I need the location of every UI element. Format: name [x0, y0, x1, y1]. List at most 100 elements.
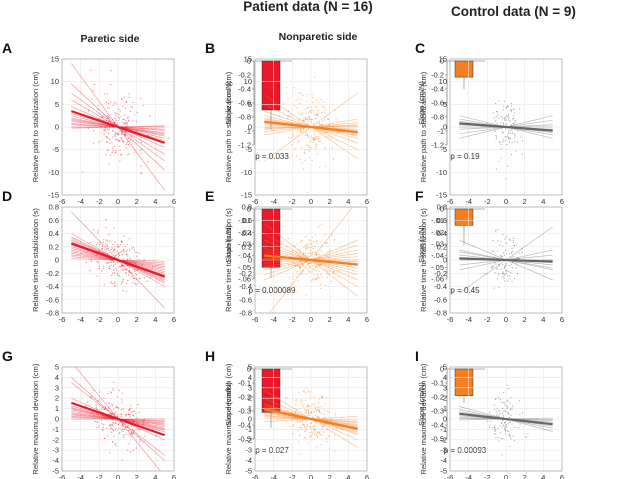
data-point [493, 262, 496, 264]
data-point [103, 93, 105, 95]
bar-y-tick-label: -.05 [431, 263, 444, 272]
x-tick-label: 2 [328, 473, 332, 479]
panel-F: F-6 -4 -2 0 2 4 6-0.8-0.6-0.4-0.200.20.40.60.8… [415, 188, 564, 324]
data-point [316, 116, 319, 118]
data-point [511, 423, 513, 425]
data-point [116, 124, 118, 126]
data-point [317, 401, 320, 404]
plot-frame [254, 366, 368, 472]
data-point [323, 111, 325, 113]
data-point [313, 277, 316, 280]
data-point [122, 408, 124, 410]
data-point [132, 411, 134, 413]
data-point [301, 272, 303, 275]
data-point [506, 264, 508, 266]
y-tick-label: -0.8 [434, 309, 447, 318]
data-point [500, 240, 502, 243]
data-point [103, 120, 105, 122]
data-point [133, 151, 135, 153]
y-tick-label: 0.4 [49, 229, 59, 238]
data-point [321, 245, 323, 247]
data-point [324, 119, 326, 121]
data-point [322, 129, 324, 131]
data-point [98, 249, 100, 251]
data-point [128, 267, 131, 269]
data-point [334, 238, 336, 241]
data-point [313, 241, 315, 243]
y-tick-label: 10 [244, 77, 252, 86]
data-point [506, 136, 508, 138]
data-point [114, 117, 116, 119]
data-point [116, 273, 118, 275]
data-point [507, 136, 510, 139]
data-point [307, 391, 310, 393]
data-point [332, 125, 334, 127]
data-point [307, 426, 309, 428]
data-point [298, 426, 300, 428]
data-point [120, 429, 122, 431]
data-point [96, 275, 98, 277]
data-point [320, 223, 323, 225]
data-point [309, 266, 311, 268]
data-point [505, 119, 507, 121]
x-tick-label: -6 [252, 315, 259, 324]
y-tick-label: 0.4 [437, 229, 447, 238]
data-point [303, 423, 305, 426]
data-point [301, 424, 303, 426]
data-point [316, 153, 318, 155]
data-point [122, 430, 124, 432]
bar-y-tick-label: 0 [440, 365, 444, 374]
y-tick-label: -4 [52, 456, 59, 465]
data-point [122, 425, 124, 428]
data-point [492, 112, 494, 114]
bar-y-tick-label: -0.4 [238, 421, 251, 430]
y-tick-label: -1 [245, 425, 252, 434]
data-point [116, 133, 119, 135]
data-point [110, 281, 113, 283]
data-point [313, 258, 315, 260]
data-point [302, 406, 305, 408]
data-point [502, 245, 504, 247]
data-point [120, 409, 122, 411]
data-point [351, 133, 353, 136]
data-point [105, 239, 108, 241]
data-point [310, 252, 312, 254]
x-tick-label: 0 [309, 473, 313, 479]
data-point [311, 264, 313, 266]
bar-y-tick-label: -0.4 [238, 85, 251, 94]
data-point [111, 441, 114, 443]
data-point [101, 270, 103, 272]
data-point [119, 431, 121, 434]
data-point [121, 98, 123, 100]
data-point [123, 114, 125, 116]
data-point [118, 275, 120, 277]
data-point [291, 251, 293, 253]
data-point [136, 111, 138, 114]
data-point [132, 140, 134, 142]
data-point [495, 116, 497, 118]
data-point [126, 243, 128, 246]
data-point [508, 434, 511, 437]
data-point [124, 134, 127, 136]
panel-letter-E: E [205, 188, 214, 204]
data-point [304, 159, 307, 162]
data-point [497, 250, 499, 252]
data-point [325, 135, 327, 138]
data-point [497, 240, 499, 242]
data-point [111, 274, 113, 277]
data-point [307, 120, 309, 122]
data-point [495, 168, 497, 170]
data-point [324, 131, 326, 133]
data-point [320, 99, 322, 101]
data-point [103, 129, 105, 131]
data-point [501, 255, 504, 258]
data-point [512, 267, 514, 269]
y-axis-label: Relative path to stabilization (cm) [31, 71, 40, 182]
data-point [299, 255, 301, 257]
y-tick-label: 4 [55, 373, 59, 382]
data-point [505, 178, 507, 180]
data-point [105, 136, 107, 138]
data-point [509, 436, 512, 438]
data-point [319, 284, 322, 286]
x-tick-label: 6 [172, 473, 176, 479]
